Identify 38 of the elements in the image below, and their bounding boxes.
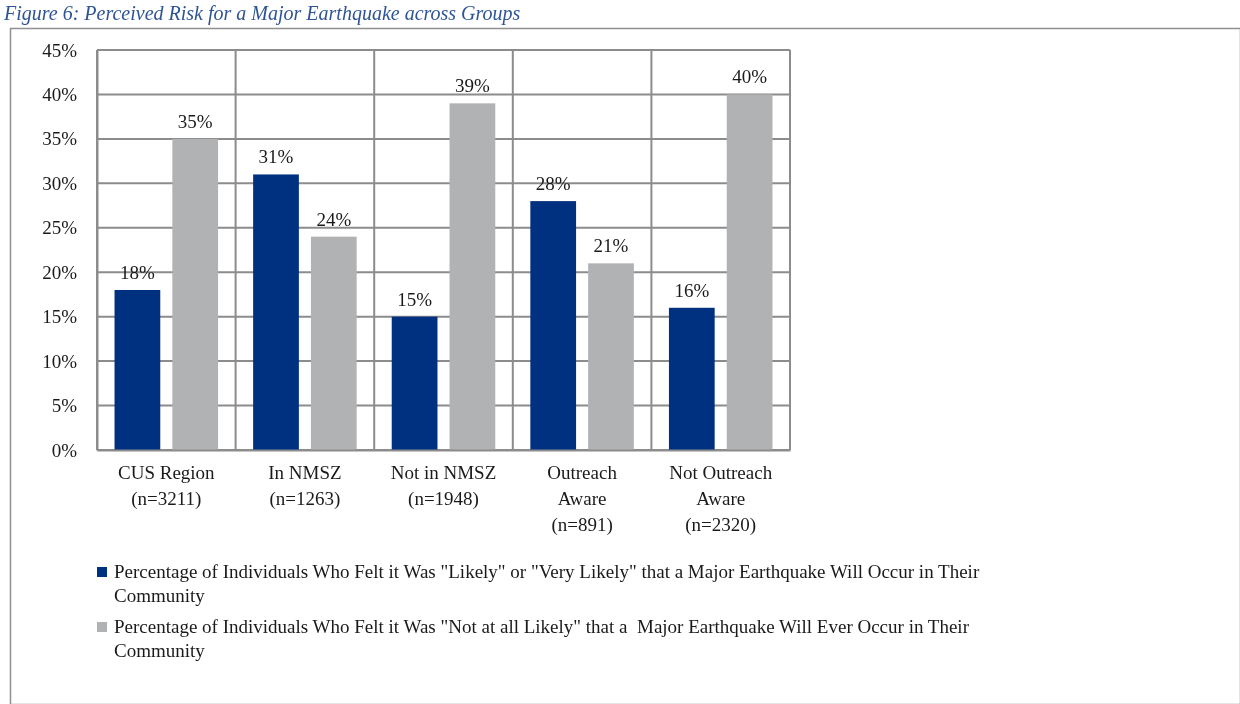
data-label: 18%: [119, 262, 155, 283]
data-label: 35%: [177, 110, 213, 132]
bar: [310, 236, 357, 450]
bar: [530, 201, 577, 450]
y-tick-label: 10%: [42, 350, 78, 372]
bar: [391, 316, 438, 450]
data-label: 21%: [593, 235, 629, 257]
y-tick-label: 35%: [42, 128, 78, 150]
data-label: 15%: [397, 288, 433, 310]
y-tick-label: 0%: [51, 439, 78, 461]
x-tick-label: Not in NMSZ (n=1948): [390, 462, 497, 511]
bar: [172, 138, 219, 450]
bar: [114, 290, 161, 450]
x-tick-label: Not Outreach Aware (n=2320): [669, 462, 773, 537]
x-tick-label: Outreach Aware (n=891): [547, 462, 618, 537]
data-label: 40%: [732, 66, 768, 88]
chart-title: Figure 6: Perceived Risk for a Major Earthquake across Groups: [3, 2, 521, 25]
data-label: 31%: [258, 146, 294, 168]
y-tick-label: 5%: [51, 395, 78, 417]
y-tick-label: 45%: [42, 39, 78, 61]
x-tick-label: In NMSZ (n=1263): [268, 462, 342, 511]
bar: [253, 174, 299, 450]
y-tick-label: 30%: [42, 172, 78, 194]
y-tick-label: 40%: [42, 84, 78, 106]
y-tick-label: 20%: [42, 261, 78, 283]
legend-label: Percentage of Individuals Who Felt it Was "Likely" or "Very Likely" that a Major Earthquake Will Occur in Their Community: [114, 561, 980, 606]
bar: [449, 103, 496, 450]
legend-label: Percentage of Individuals Who Felt it Was "Not at all Likely" that a Major Earthquake Will Ever Occur in Their Community: [114, 616, 970, 661]
data-label: 16%: [674, 279, 710, 301]
x-tick-label: CUS Region (n=3211): [118, 462, 216, 511]
y-tick-label: 15%: [42, 306, 78, 328]
data-label: 28%: [535, 173, 571, 195]
y-tick-label: 25%: [42, 217, 78, 239]
bar: [668, 307, 715, 450]
bar: [588, 263, 634, 450]
data-label: 24%: [316, 208, 352, 230]
bar: [726, 94, 773, 450]
data-label: 39%: [454, 75, 490, 97]
